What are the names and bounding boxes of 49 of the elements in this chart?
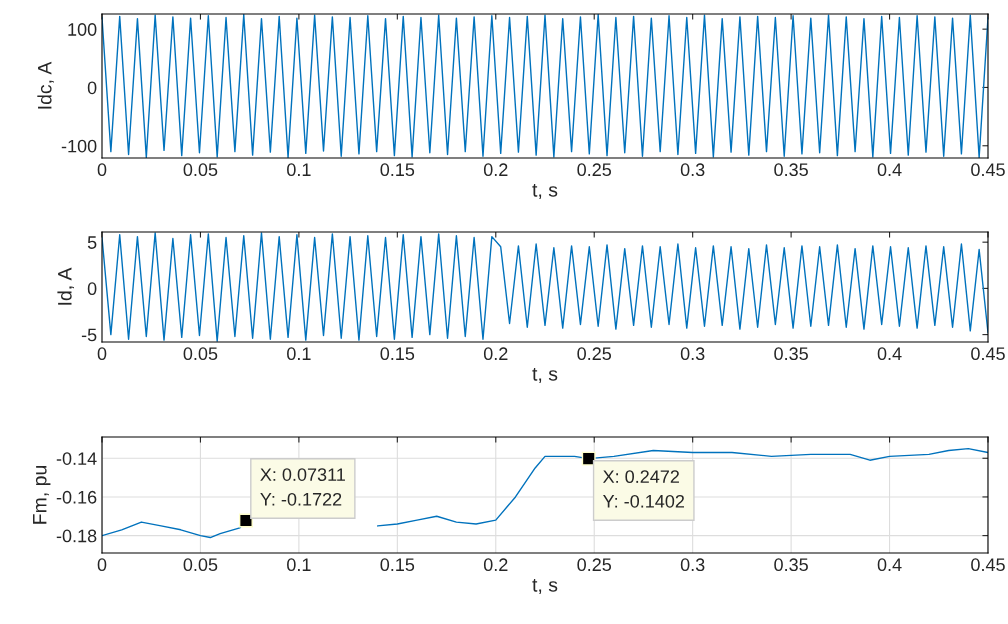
x-tick-label: 0.35 [774,163,808,177]
x-tick-label: 0.2 [483,558,508,572]
x-tick-label: 0.05 [183,163,218,177]
y-axis-title: Idc, A [37,61,54,109]
x-tick-label: 0.35 [774,347,808,361]
y-tick-label: -0.14 [56,452,97,465]
y-tick-label: -100 [61,139,97,153]
x-axis-title: t, s [532,367,558,384]
annotation: X: 0.07311 Y: -0.1722 [260,468,345,506]
x-axis-title: t, s [532,578,558,595]
y-axis-title: Fm, pu [33,466,51,524]
x-tick-label: 0 [97,163,107,177]
x-tick-label: 0 [97,558,107,572]
y-tick-label: 5 [87,236,97,249]
x-tick-label: 0.05 [183,347,218,361]
x-tick-label: 0.25 [577,163,612,177]
x-tick-label: 0.05 [183,558,218,572]
x-tick-label: 0.1 [287,163,311,177]
y-tick-label: -0.18 [56,529,97,543]
x-tick-label: 0.4 [877,347,902,361]
x-tick-label: 0.25 [577,558,612,572]
x-tick-label: 0.25 [577,347,612,361]
line-series [102,232,988,342]
annotation: X: 0.2472 Y: -0.1402 [603,470,685,508]
x-tick-label: 0.45 [971,347,1005,361]
y-tick-label: -0.16 [56,490,97,504]
x-axis-title: t, s [532,183,558,200]
x-tick-label: 0.2 [483,347,508,361]
x-tick-label: 0 [97,347,107,361]
x-tick-label: 0.3 [680,558,705,572]
x-tick-label: 0.4 [877,558,902,572]
x-tick-label: 0.15 [380,163,415,177]
x-tick-label: 0.1 [287,558,311,572]
x-tick-label: 0.15 [380,558,415,572]
x-tick-label: 0.3 [680,163,705,177]
y-tick-label: -5 [81,328,97,342]
x-tick-label: 0.35 [774,558,808,572]
x-tick-label: 0.2 [483,163,508,177]
x-tick-label: 0.1 [287,347,311,361]
y-tick-label: 100 [68,23,97,36]
y-axis-title: Id, A [57,267,74,305]
x-tick-label: 0.45 [971,163,1005,177]
y-tick-label: 0 [87,282,97,296]
line-series [102,14,988,158]
x-tick-label: 0.45 [971,558,1005,572]
x-tick-label: 0.15 [380,347,415,361]
x-tick-label: 0.4 [877,163,902,177]
y-tick-label: 0 [87,81,97,95]
x-tick-label: 0.3 [680,347,705,361]
